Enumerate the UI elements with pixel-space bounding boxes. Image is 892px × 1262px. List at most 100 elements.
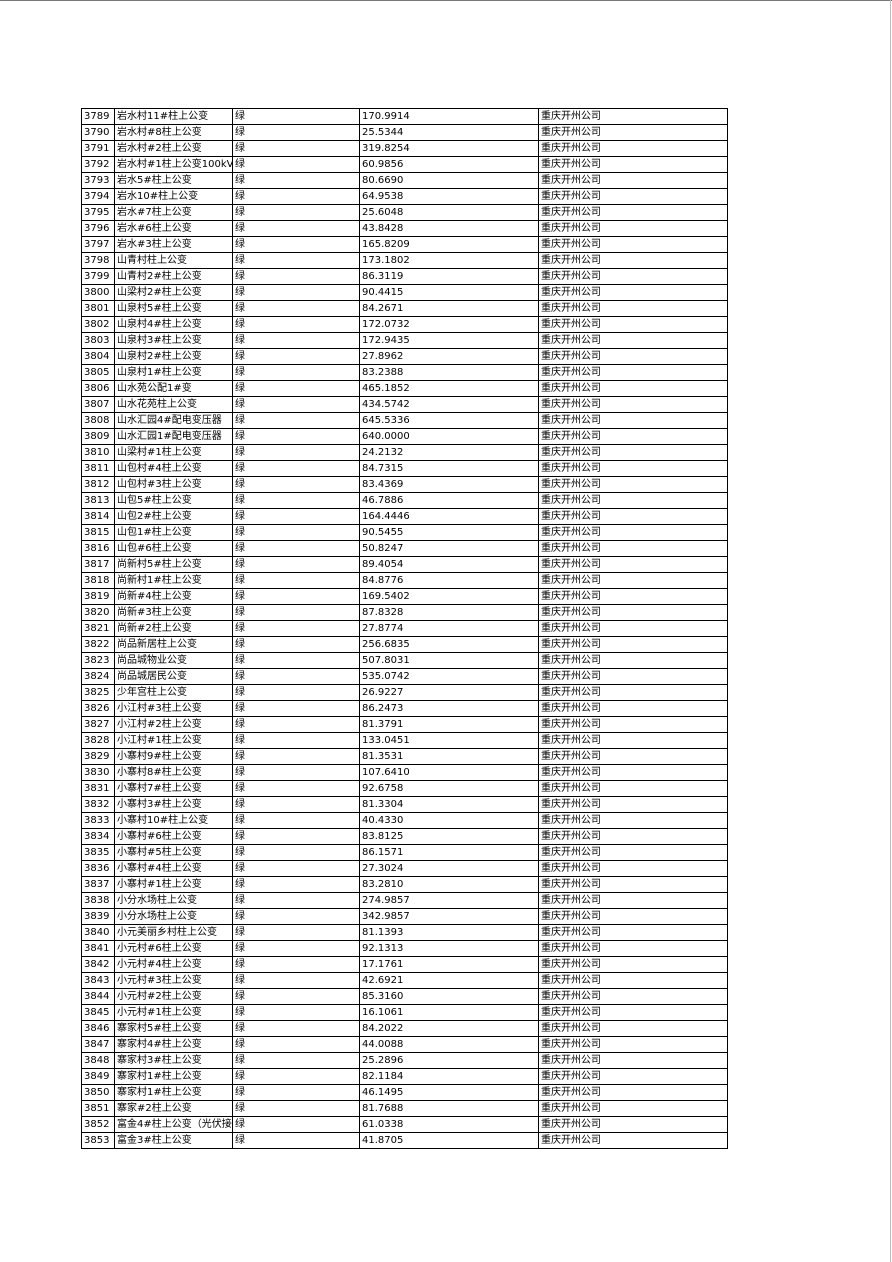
table-row: 3790 岩水村#8柱上公变绿 25.5344 重庆开州公司	[81, 124, 728, 141]
value: 170.9914	[359, 108, 539, 125]
row-id: 3836	[81, 860, 115, 877]
station-name: 岩水村#2柱上公变	[114, 140, 233, 157]
station-name: 少年宫柱上公变	[114, 684, 233, 701]
table-row: 3840 小元美丽乡村柱上公变绿 81.1393 重庆开州公司	[81, 924, 728, 941]
station-name: 寨家村1#柱上公变	[114, 1084, 233, 1101]
status: 绿	[232, 684, 360, 701]
value: 165.8209	[359, 236, 539, 253]
value: 342.9857	[359, 908, 539, 925]
table-row: 3843 小元村#3柱上公变绿 42.6921 重庆开州公司	[81, 972, 728, 989]
station-name: 岩水#7柱上公变	[114, 204, 233, 221]
company: 重庆开州公司	[538, 300, 728, 317]
company: 重庆开州公司	[538, 172, 728, 189]
row-id: 3834	[81, 828, 115, 845]
value: 43.8428	[359, 220, 539, 237]
company: 重庆开州公司	[538, 908, 728, 925]
status: 绿	[232, 1100, 360, 1117]
table-row: 3831 小寨村7#柱上公变绿 92.6758 重庆开州公司	[81, 780, 728, 797]
value: 92.1313	[359, 940, 539, 957]
company: 重庆开州公司	[538, 524, 728, 541]
company: 重庆开州公司	[538, 668, 728, 685]
value: 24.2132	[359, 444, 539, 461]
table-row: 3819 尚新#4柱上公变绿 169.5402 重庆开州公司	[81, 588, 728, 605]
status: 绿	[232, 988, 360, 1005]
status: 绿	[232, 876, 360, 893]
station-name: 小寨村7#柱上公变	[114, 780, 233, 797]
value: 87.8328	[359, 604, 539, 621]
status: 绿	[232, 620, 360, 637]
table-row: 3804 山泉村2#柱上公变绿 27.8962 重庆开州公司	[81, 348, 728, 365]
row-id: 3803	[81, 332, 115, 349]
value: 84.2671	[359, 300, 539, 317]
table-row: 3844 小元村#2柱上公变绿 85.3160 重庆开州公司	[81, 988, 728, 1005]
value: 27.8962	[359, 348, 539, 365]
row-id: 3794	[81, 188, 115, 205]
table-row: 3806 山水苑公配1#变绿 465.1852 重庆开州公司	[81, 380, 728, 397]
table-row: 3816 山包#6柱上公变绿 50.8247 重庆开州公司	[81, 540, 728, 557]
table-row: 3799 山青村2#柱上公变绿 86.3119 重庆开州公司	[81, 268, 728, 285]
table-row: 3846 寨家村5#柱上公变绿 84.2022 重庆开州公司	[81, 1020, 728, 1037]
company: 重庆开州公司	[538, 252, 728, 269]
status: 绿	[232, 444, 360, 461]
row-id: 3837	[81, 876, 115, 893]
station-name: 富金3#柱上公变	[114, 1132, 233, 1149]
company: 重庆开州公司	[538, 652, 728, 669]
table-row: 3814 山包2#柱上公变绿 164.4446 重庆开州公司	[81, 508, 728, 525]
station-name: 寨家村1#柱上公变	[114, 1068, 233, 1085]
value: 85.3160	[359, 988, 539, 1005]
status: 绿	[232, 508, 360, 525]
company: 重庆开州公司	[538, 460, 728, 477]
station-name: 小寨村#1柱上公变	[114, 876, 233, 893]
status: 绿	[232, 972, 360, 989]
company: 重庆开州公司	[538, 236, 728, 253]
row-id: 3844	[81, 988, 115, 1005]
company: 重庆开州公司	[538, 476, 728, 493]
status: 绿	[232, 748, 360, 765]
station-name: 岩水村11#柱上公变	[114, 108, 233, 125]
row-id: 3838	[81, 892, 115, 909]
value: 81.3304	[359, 796, 539, 813]
status: 绿	[232, 796, 360, 813]
row-id: 3801	[81, 300, 115, 317]
company: 重庆开州公司	[538, 444, 728, 461]
table-row: 3841 小元村#6柱上公变绿 92.1313 重庆开州公司	[81, 940, 728, 957]
company: 重庆开州公司	[538, 860, 728, 877]
station-name: 寨家#2柱上公变	[114, 1100, 233, 1117]
company: 重庆开州公司	[538, 1132, 728, 1149]
station-name: 山泉村1#柱上公变	[114, 364, 233, 381]
company: 重庆开州公司	[538, 924, 728, 941]
table-row: 3810 山梁村#1柱上公变绿 24.2132 重庆开州公司	[81, 444, 728, 461]
row-id: 3789	[81, 108, 115, 125]
station-name: 小分水场柱上公变	[114, 908, 233, 925]
company: 重庆开州公司	[538, 1068, 728, 1085]
company: 重庆开州公司	[538, 1116, 728, 1133]
company: 重庆开州公司	[538, 748, 728, 765]
table-row: 3832 小寨村3#柱上公变绿 81.3304 重庆开州公司	[81, 796, 728, 813]
row-id: 3846	[81, 1020, 115, 1037]
status: 绿	[232, 604, 360, 621]
value: 83.8125	[359, 828, 539, 845]
company: 重庆开州公司	[538, 284, 728, 301]
table-row: 3827 小江村#2柱上公变绿 81.3791 重庆开州公司	[81, 716, 728, 733]
row-id: 3848	[81, 1052, 115, 1069]
value: 169.5402	[359, 588, 539, 605]
company: 重庆开州公司	[538, 812, 728, 829]
value: 645.5336	[359, 412, 539, 429]
status: 绿	[232, 844, 360, 861]
company: 重庆开州公司	[538, 428, 728, 445]
value: 82.1184	[359, 1068, 539, 1085]
value: 319.8254	[359, 140, 539, 157]
row-id: 3853	[81, 1132, 115, 1149]
row-id: 3807	[81, 396, 115, 413]
table-row: 3824 尚品城居民公变绿 535.0742 重庆开州公司	[81, 668, 728, 685]
row-id: 3822	[81, 636, 115, 653]
row-id: 3847	[81, 1036, 115, 1053]
row-id: 3791	[81, 140, 115, 157]
station-name: 尚品城物业公变	[114, 652, 233, 669]
company: 重庆开州公司	[538, 412, 728, 429]
data-table: 3789 岩水村11#柱上公变绿 170.9914 重庆开州公司 3790 岩水村#8柱上…	[81, 108, 728, 1149]
status: 绿	[232, 524, 360, 541]
table-row: 3828 小江村#1柱上公变绿 133.0451 重庆开州公司	[81, 732, 728, 749]
value: 90.4415	[359, 284, 539, 301]
station-name: 岩水#3柱上公变	[114, 236, 233, 253]
